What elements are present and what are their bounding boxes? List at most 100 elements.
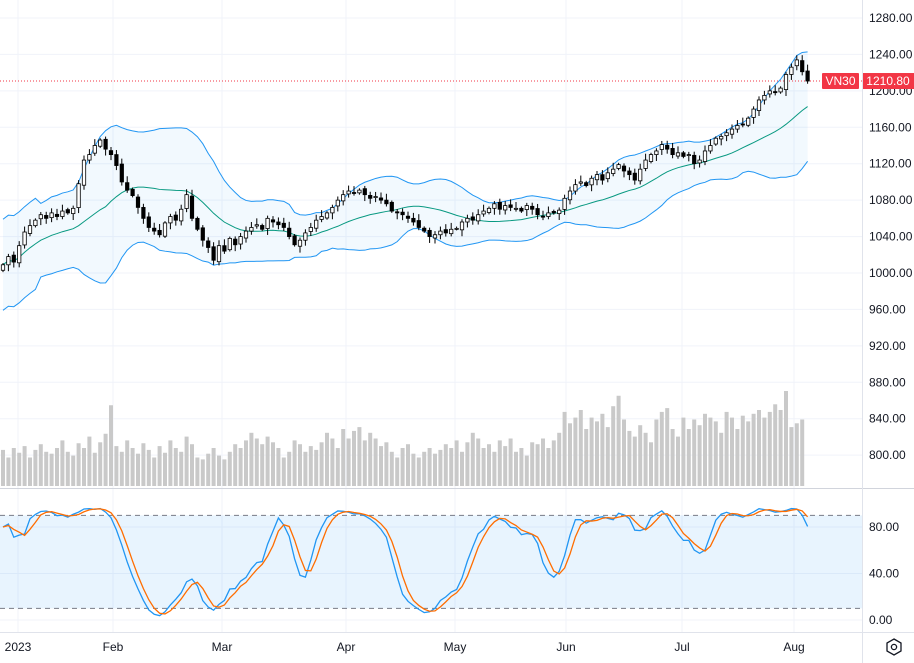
candle-body: [719, 135, 724, 140]
volume-bar: [384, 442, 389, 486]
candle-body: [76, 183, 81, 209]
volume-bar: [330, 438, 335, 486]
candle-body: [0, 264, 6, 271]
volume-bar: [476, 438, 481, 486]
volume-bar: [649, 442, 653, 486]
volume-bar: [157, 446, 162, 486]
candle-body: [11, 254, 16, 263]
price-tick-label: 1120.00: [869, 157, 912, 171]
stoch-axis[interactable]: 80.00 40.00 0.00: [869, 520, 899, 627]
volume-bar: [173, 448, 178, 486]
candle-body: [594, 174, 600, 181]
volume-bar: [130, 448, 135, 486]
candle-body: [351, 192, 357, 194]
candle-body: [767, 90, 772, 95]
volume-bar: [632, 436, 637, 486]
candle-body: [805, 70, 810, 82]
volume-bar: [481, 448, 486, 486]
candle-body: [368, 195, 373, 199]
candle-body: [276, 221, 281, 226]
volume-bar: [379, 446, 383, 486]
price-tick-label: 960.00: [869, 302, 906, 316]
volume-bar: [65, 451, 70, 486]
volume-bar: [141, 443, 146, 486]
candle-body: [227, 237, 232, 251]
candle-body: [573, 184, 578, 192]
candle-body: [162, 222, 168, 237]
candle-body: [233, 238, 238, 246]
volume-bar: [713, 421, 718, 486]
volume-bar: [1, 449, 5, 486]
volume-bar: [724, 411, 729, 486]
candle-body: [438, 230, 443, 236]
time-tick-label: May: [444, 640, 467, 654]
candle-body: [427, 229, 432, 237]
volume-bar: [190, 444, 194, 486]
volume-bar: [735, 429, 740, 486]
volume-bar: [303, 451, 308, 486]
volume-bar: [551, 440, 556, 486]
price-tick-label: 880.00: [869, 375, 906, 389]
candle-body: [729, 128, 735, 135]
candle-body: [459, 221, 465, 231]
candle-body: [157, 229, 162, 236]
candle-body: [222, 245, 227, 252]
candle-body: [632, 172, 637, 181]
volume-bar: [98, 442, 103, 486]
volume-bar: [622, 419, 626, 486]
price-tick-label: 1160.00: [869, 120, 912, 134]
candle-body: [627, 170, 632, 176]
candle-body: [17, 245, 22, 264]
price-tick-label: 1000.00: [869, 266, 913, 280]
candle-body: [92, 145, 97, 154]
stoch-tick-label: 0.00: [869, 613, 893, 627]
volume-bar: [22, 446, 27, 486]
candle-body: [184, 194, 189, 209]
volume-bar: [757, 410, 761, 486]
upper-band-line: [2, 51, 808, 220]
settings-gear-icon[interactable]: [884, 637, 904, 657]
volume-bar: [589, 417, 594, 486]
candle-body: [665, 144, 670, 150]
candle-body: [762, 95, 767, 101]
volume-bar: [87, 436, 92, 486]
volume-bar: [406, 444, 410, 486]
candle-body: [260, 225, 265, 230]
candle-body: [562, 197, 567, 210]
volume-bar: [238, 448, 243, 486]
time-tick-label: Jul: [674, 640, 689, 654]
volume-bar: [368, 432, 373, 486]
candle-body: [535, 208, 540, 216]
volume-bar: [325, 432, 329, 486]
volume-bar: [244, 440, 248, 486]
volume-bar: [362, 440, 367, 486]
candle-body: [71, 207, 76, 215]
volume-bar: [730, 417, 734, 486]
volume-bar: [449, 448, 454, 486]
candle-body: [621, 165, 627, 172]
time-axis[interactable]: 2023 Feb Mar Apr May Jun Jul Aug: [5, 640, 805, 654]
volume-bar: [433, 453, 437, 486]
candle-body: [270, 219, 276, 223]
volume-bar: [497, 440, 502, 486]
volume-bar: [557, 432, 562, 486]
volume-bar: [643, 432, 648, 486]
candle-body: [65, 209, 70, 214]
candle-body: [357, 189, 362, 194]
candle-body: [735, 125, 740, 130]
volume-bar: [357, 427, 362, 486]
candle-body: [324, 212, 330, 219]
volume-bar: [38, 444, 43, 486]
candle-body: [119, 163, 124, 183]
candle-body: [756, 99, 762, 111]
volume-bar: [395, 457, 400, 486]
candle-body: [740, 123, 745, 126]
volume-bar: [681, 417, 686, 486]
volume-bars: [1, 391, 805, 486]
volume-bar: [654, 419, 659, 486]
volume-bar: [352, 430, 356, 486]
volume-bar: [308, 446, 313, 486]
price-axis[interactable]: 1280.001240.001200.001160.001120.001080.…: [869, 11, 913, 462]
candle-body: [470, 216, 475, 221]
